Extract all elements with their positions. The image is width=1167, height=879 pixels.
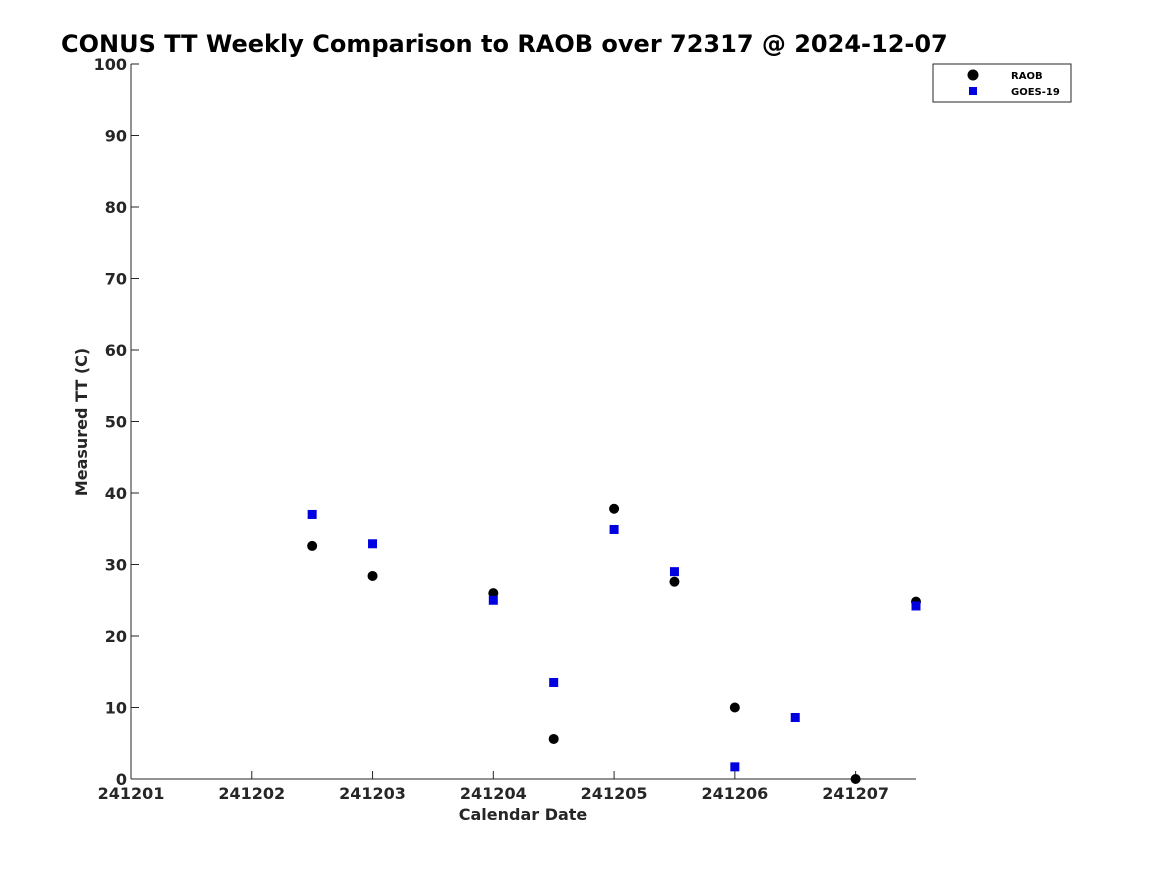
goes-19-point bbox=[730, 762, 740, 772]
x-tick-label: 241204 bbox=[460, 784, 527, 803]
legend-marker-goes-19 bbox=[969, 87, 977, 95]
y-tick-label: 40 bbox=[105, 484, 127, 503]
legend-label: GOES-19 bbox=[1011, 87, 1060, 98]
goes-19-point bbox=[911, 601, 921, 611]
x-axis-ticks: 241201 241202 241203 241204 241205 241206 2412… bbox=[98, 771, 889, 803]
goes-19-point bbox=[368, 539, 378, 549]
legend-marker-raob bbox=[967, 69, 979, 81]
goes-19-point bbox=[790, 713, 800, 723]
raob-point bbox=[669, 576, 680, 587]
plot-axes bbox=[130, 64, 916, 780]
x-axis-label: Calendar Date bbox=[459, 805, 588, 824]
raob-point bbox=[609, 503, 620, 514]
chart-title: CONUS TT Weekly Comparison to RAOB over … bbox=[61, 30, 948, 58]
goes-19-point bbox=[609, 524, 619, 534]
x-tick-label: 241203 bbox=[339, 784, 406, 803]
raob-point bbox=[548, 733, 559, 744]
x-tick-label: 241202 bbox=[218, 784, 285, 803]
y-axis-ticks: 0 10 20 30 40 50 60 70 80 90 100 bbox=[94, 55, 139, 789]
y-tick-label: 10 bbox=[105, 699, 127, 718]
x-tick-label: 241205 bbox=[581, 784, 648, 803]
legend-box bbox=[932, 63, 1072, 103]
y-tick-label: 30 bbox=[105, 556, 127, 575]
raob-point bbox=[307, 540, 318, 551]
x-tick-label: 241206 bbox=[701, 784, 768, 803]
y-tick-label: 70 bbox=[105, 270, 127, 289]
raob-point bbox=[488, 588, 499, 599]
y-tick-label: 0 bbox=[116, 770, 127, 789]
raob-point bbox=[367, 570, 378, 581]
x-tick-label: 241207 bbox=[822, 784, 889, 803]
x-tick-label: 241201 bbox=[98, 784, 165, 803]
y-tick-label: 80 bbox=[105, 198, 127, 217]
y-tick-label: 20 bbox=[105, 627, 127, 646]
legend-label: RAOB bbox=[1011, 71, 1043, 82]
goes-19-point bbox=[669, 567, 679, 577]
goes-19-point bbox=[549, 677, 559, 687]
raob-point bbox=[729, 702, 740, 713]
y-tick-label: 100 bbox=[94, 55, 127, 74]
data-markers bbox=[307, 503, 921, 784]
y-axis-label: Measured TT (C) bbox=[72, 348, 91, 496]
y-tick-label: 60 bbox=[105, 341, 127, 360]
y-tick-label: 90 bbox=[105, 127, 127, 146]
raob-point bbox=[850, 774, 861, 784]
y-tick-label: 50 bbox=[105, 413, 127, 432]
chart-legend: RAOB GOES-19 bbox=[932, 63, 1072, 103]
goes-19-point bbox=[307, 509, 317, 519]
goes-19-point bbox=[488, 595, 498, 605]
